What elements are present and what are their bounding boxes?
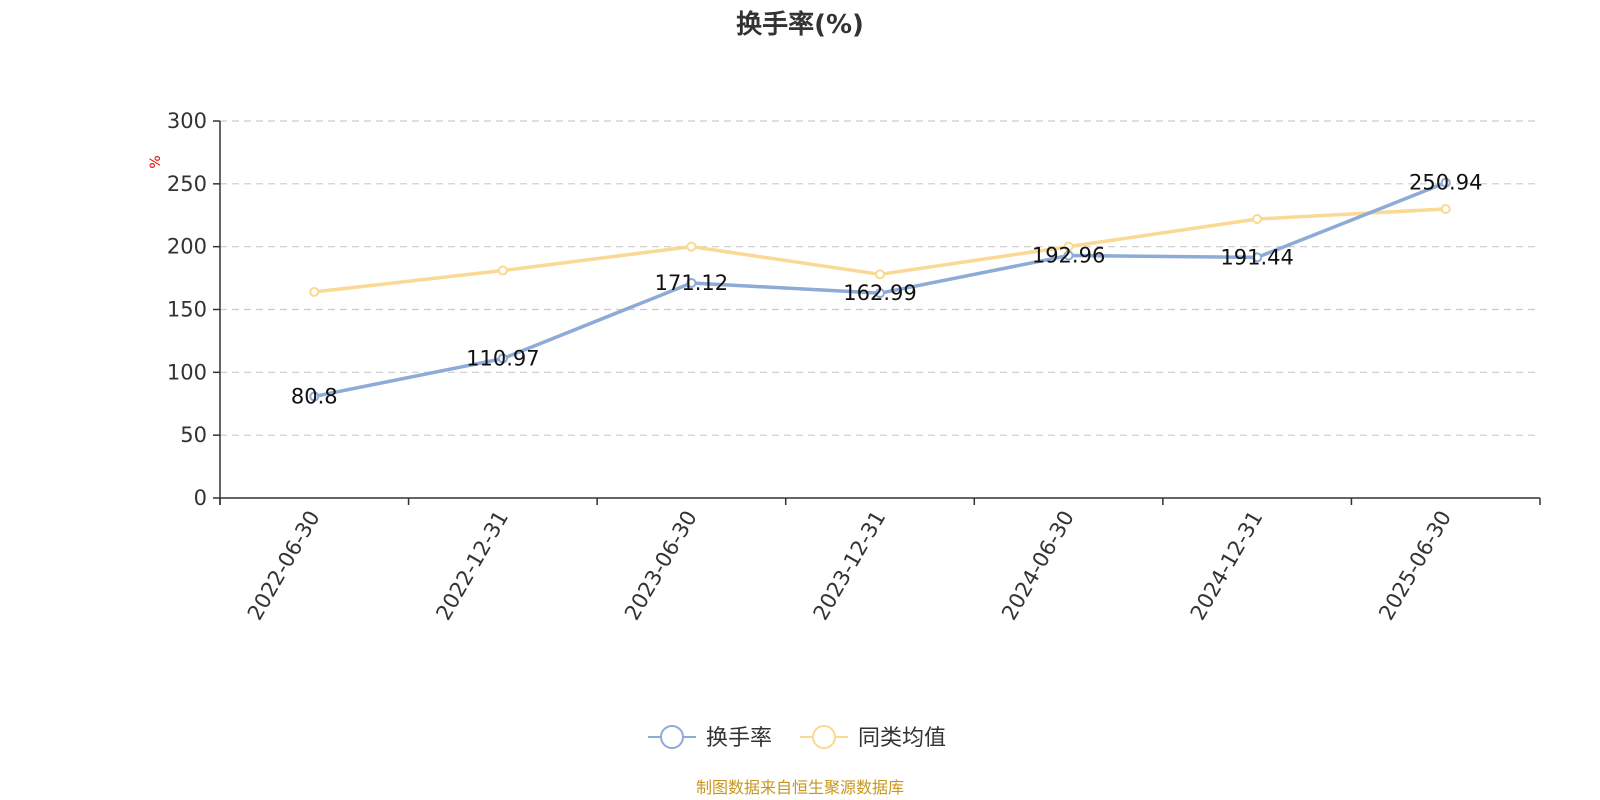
y-tick-label: 250: [167, 172, 207, 196]
data-label: 110.97: [466, 347, 539, 371]
peer-average-point: [686, 241, 697, 252]
peer-average-point: [875, 269, 885, 280]
peer-average-point: [309, 286, 320, 297]
data-labels: 80.8 110.97 171.12 162.99 192.96 191.44 250.94: [291, 171, 1483, 409]
y-tick-label: 300: [167, 109, 207, 133]
turnover-point: [1440, 177, 1451, 188]
x-tick-label: 2024-06-30: [997, 507, 1079, 625]
peer-average-point: [1252, 214, 1263, 225]
x-tick-label: 2023-06-30: [620, 507, 702, 625]
x-tick-label: 2022-06-30: [243, 507, 325, 625]
x-tick-label: 2022-12-31: [431, 507, 513, 625]
legend-marker-icon: [660, 725, 684, 749]
data-label: 192.96: [1032, 244, 1105, 268]
x-tick-label: 2023-12-31: [809, 507, 891, 625]
data-label: 162.99: [843, 281, 916, 305]
y-tick-label: 50: [180, 423, 207, 447]
peer-average-point: [1440, 203, 1451, 214]
x-tick-label: 2025-06-30: [1374, 507, 1456, 625]
turnover-point: [497, 353, 508, 364]
y-tick-label: 150: [167, 298, 207, 322]
y-axis-unit-label: %: [148, 155, 164, 168]
turnover-point: [1252, 252, 1263, 263]
y-tick-label: 200: [167, 235, 207, 259]
axes: 0 50 100 150 200 250 300 2022-06-30 2022-12-31 20…: [167, 109, 1541, 625]
turnover-point: [686, 277, 697, 288]
legend-item[interactable]: 换手率: [648, 725, 772, 751]
data-label: 80.8: [291, 384, 338, 408]
y-tick-label: 0: [194, 486, 207, 510]
chart-title: 换手率(%): [736, 9, 864, 40]
legend: 换手率 同类均值: [648, 725, 946, 751]
legend-label: 换手率: [706, 726, 772, 751]
peer-average-point: [497, 265, 508, 276]
turnover-point: [875, 288, 885, 299]
series-lines: [309, 177, 1451, 402]
turnover-point: [309, 391, 320, 402]
data-source-note: 制图数据来自恒生聚源数据库: [696, 778, 904, 797]
x-tick-label: 2024-12-31: [1186, 507, 1268, 625]
data-label: 250.94: [1409, 171, 1482, 195]
legend-item[interactable]: 同类均值: [800, 725, 946, 751]
legend-marker-icon: [812, 725, 836, 749]
y-tick-label: 100: [167, 360, 207, 384]
legend-label: 同类均值: [858, 726, 946, 751]
turnover-point: [1063, 250, 1074, 261]
data-label: 191.44: [1220, 245, 1293, 269]
data-label: 171.12: [655, 271, 728, 295]
